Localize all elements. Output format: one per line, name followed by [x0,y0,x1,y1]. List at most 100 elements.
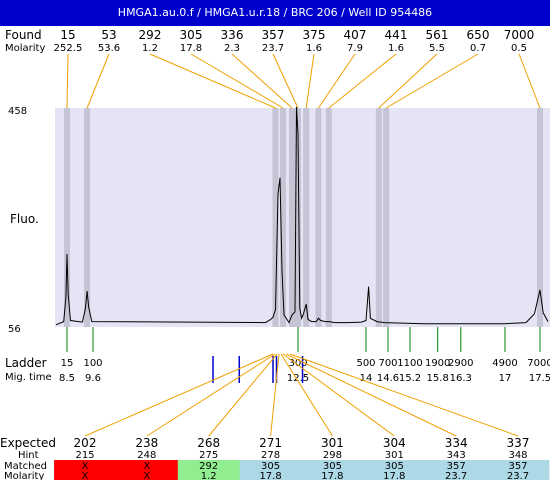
matched-value: 357 [447,461,466,472]
ladder-size-label: 700 [378,358,397,369]
molarity-value: X [82,471,89,480]
ladder-size-label: 2900 [448,358,473,369]
matched-row-label: Matched [4,461,47,472]
found-size-label: 375 [303,28,326,42]
matched-cell [425,460,488,480]
found-connector-line [272,53,299,109]
matched-value: 305 [261,461,280,472]
expected-value: 304 [383,436,406,450]
found-size-label: 650 [467,28,490,42]
hint-value: 248 [137,450,156,461]
molarity-table-row-label: Molarity [4,471,44,480]
y-tick-label: 56 [8,324,21,335]
ladder-size-label: 1900 [425,358,450,369]
ladder-migtime-label: 15.2 [399,373,421,384]
y-axis-label: Fluo. [10,212,39,226]
found-connector-line [328,53,397,109]
found-connector-line [231,53,293,109]
matched-cell [363,460,426,480]
found-molarity-label: 7.9 [347,43,363,54]
ladder-migtime-label: 8.5 [59,373,75,384]
expected-connector-line [289,353,519,437]
ladder-size-label: 7000 [527,358,550,369]
found-size-label: 305 [180,28,203,42]
peak-band [289,108,295,327]
found-size-label: 441 [385,28,408,42]
matched-cell [177,460,241,480]
found-size-label: 336 [221,28,244,42]
found-connector-line [86,53,110,109]
found-molarity-label: 23.7 [262,43,284,54]
expected-connector-line [208,353,278,437]
found-connector-line [305,53,315,109]
found-size-label: 7000 [504,28,535,42]
ladder-size-label: 4900 [492,358,517,369]
expected-value: 334 [445,436,468,450]
matched-cell [54,460,117,480]
molarity-value: 23.7 [445,471,467,480]
matched-cell [239,460,302,480]
molarity-value: 1.2 [201,471,217,480]
molarity-row-label: Molarity [5,43,45,54]
found-connector-line [66,53,69,109]
peak-band [325,108,332,327]
found-molarity-label: 1.6 [306,43,322,54]
found-connector-line [317,53,356,109]
molarity-value: X [143,471,150,480]
found-connector-line [149,53,276,109]
hint-value: 298 [323,450,342,461]
peak-band [303,108,310,327]
ladder-migtime-label: 14 [360,373,373,384]
hint-value: 215 [75,450,94,461]
found-molarity-label: 17.8 [180,43,202,54]
found-connector-line [190,53,284,109]
ladder-size-label: 300 [288,358,307,369]
hint-row-label: Hint [18,450,39,461]
hint-value: 301 [385,450,404,461]
matched-value: X [143,461,150,472]
ladder-size-label: 1100 [397,358,422,369]
hint-value: 275 [199,450,218,461]
found-connector-line [518,53,541,109]
expected-value: 301 [321,436,344,450]
matched-cell [301,460,364,480]
chart-title: HMGA1.au.0.f / HMGA1.u.r.18 / BRC 206 / … [0,0,550,26]
expected-value: 337 [507,436,530,450]
peak-band [84,108,91,327]
expected-connector-line [280,353,333,437]
matched-cell [487,460,550,480]
hint-value: 348 [508,450,527,461]
matched-value: 305 [385,461,404,472]
ladder-migtime-label: 17.5 [529,373,550,384]
found-molarity-label: 0.7 [470,43,486,54]
found-molarity-label: 1.2 [142,43,158,54]
ladder-row-label: Ladder [5,356,47,370]
expected-connector-line [285,353,457,437]
hint-value: 278 [261,450,280,461]
ladder-migtime-label: 12.5 [287,373,309,384]
matched-value: 357 [508,461,527,472]
ladder-size-label: 100 [83,358,102,369]
ladder-migtime-label: 9.6 [85,373,101,384]
found-molarity-label: 2.3 [224,43,240,54]
peak-band [272,108,279,327]
molarity-value: 17.8 [383,471,405,480]
found-size-label: 407 [344,28,367,42]
molarity-value: 17.8 [321,471,343,480]
expected-value: 238 [135,436,158,450]
found-size-label: 292 [139,28,162,42]
matched-value: X [82,461,89,472]
plot-area [55,108,550,327]
ladder-size-label: 500 [356,358,375,369]
ladder-migtime-label: 17 [499,373,512,384]
matched-value: 305 [323,461,342,472]
found-molarity-label: 53.6 [98,43,120,54]
expected-connector-line [270,353,280,437]
expected-row-label: Expected [0,436,56,450]
peak-band [537,108,543,327]
ladder-migtime-label: 16.3 [450,373,472,384]
expected-connector-line [282,353,395,437]
found-size-label: 15 [60,28,75,42]
found-size-label: 561 [426,28,449,42]
